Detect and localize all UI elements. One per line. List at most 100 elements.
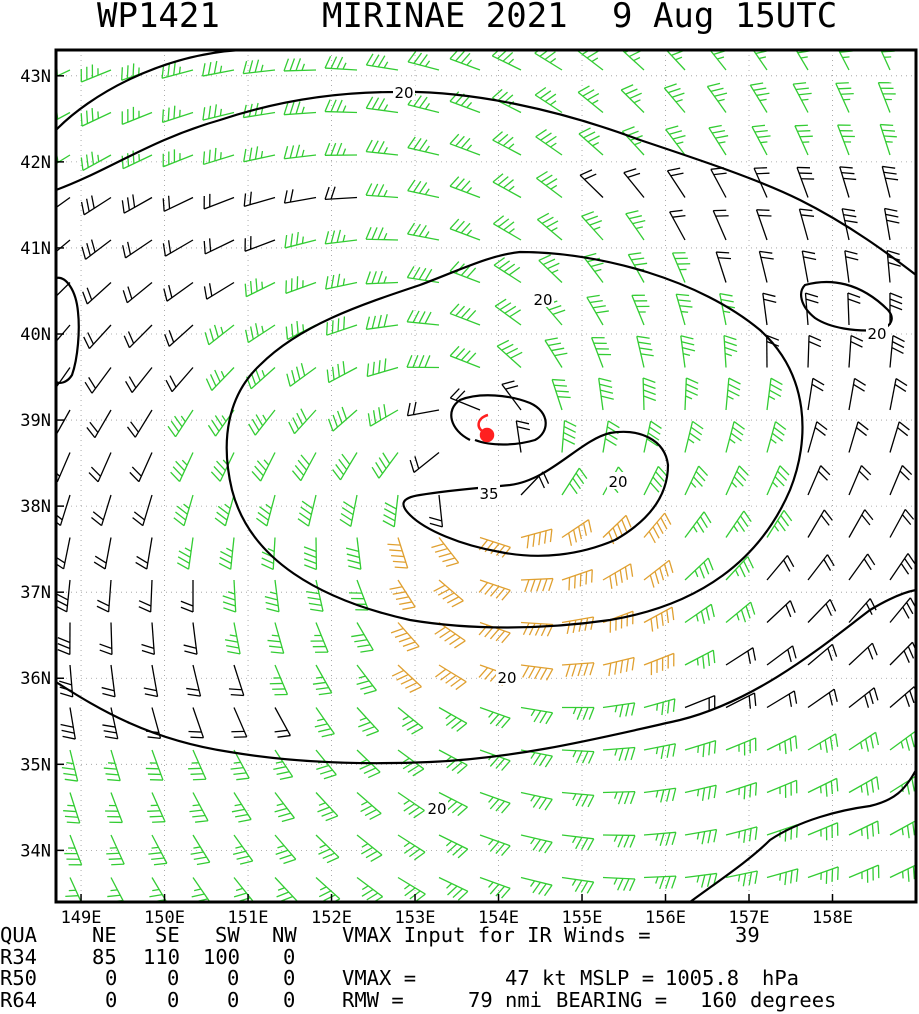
wind-barb: [602, 563, 634, 589]
wind-barb: [636, 335, 654, 368]
wind-barb: [583, 252, 604, 283]
wind-barb: [285, 276, 317, 294]
wind-barb: [643, 559, 674, 588]
wind-barb: [56, 494, 71, 527]
wind-barb: [561, 568, 593, 591]
wind-barb: [365, 226, 399, 241]
wind-barb: [163, 281, 194, 302]
wind-barb: [429, 494, 444, 528]
wind-barb: [60, 707, 76, 740]
wind-barb: [310, 622, 329, 653]
wind-barb: [345, 537, 362, 570]
wind-barb: [122, 239, 153, 259]
wind-barb: [798, 208, 815, 241]
wind-barb: [222, 579, 237, 613]
wind-barb: [189, 792, 209, 823]
wind-barb: [706, 82, 728, 113]
wind-barb: [752, 50, 769, 71]
wind-barb: [449, 388, 481, 411]
wind-barb: [684, 603, 715, 624]
wind-barb: [520, 749, 553, 768]
r64-se: 0: [167, 987, 180, 1012]
wind-barb: [186, 664, 202, 697]
vmax-input-value: 39: [735, 923, 760, 947]
wind-barb: [848, 553, 876, 581]
wind-barb: [332, 452, 358, 481]
wind-barb: [847, 292, 861, 326]
r50-nw: 0: [283, 966, 296, 990]
wind-barb: [244, 278, 276, 298]
wind-barb: [807, 688, 838, 709]
wind-barb: [598, 377, 614, 411]
wind-barb: [577, 50, 604, 71]
wind-barb: [365, 183, 399, 199]
wind-barb: [889, 730, 916, 751]
r50-sw: 0: [227, 966, 240, 990]
wind-barb: [283, 101, 317, 116]
wind-barb: [286, 362, 317, 387]
wind-barb: [83, 324, 112, 350]
wind-barb: [643, 512, 672, 544]
wind-barb: [561, 876, 595, 894]
wind-barb: [520, 528, 553, 549]
wind-barb: [848, 731, 879, 752]
wind-barb: [807, 334, 822, 368]
wind-barb: [642, 377, 657, 411]
wind-barb: [493, 215, 522, 241]
wind-barb: [82, 282, 112, 305]
wind-barb: [807, 866, 839, 884]
wind-barb: [325, 273, 358, 290]
wind-barb: [88, 452, 112, 483]
footer-row-r50: R50 0 0 0 0 VMAX = 47 kt MSLP = 1005.8 hPa: [0, 967, 799, 990]
footer-row-r64: R64 0 0 0 0 RMW = 79 nmi BEARING = 160 degrees: [0, 989, 836, 1012]
wind-barb: [161, 105, 194, 124]
wind-barb: [766, 690, 798, 709]
wind-barb: [365, 270, 399, 285]
wind-barb: [105, 792, 123, 824]
wind-barb: [536, 170, 563, 199]
wind-barb: [807, 777, 839, 797]
wind-barb: [161, 62, 194, 79]
wind-barb: [251, 452, 276, 482]
wind-barb: [56, 537, 71, 570]
wind-barb: [631, 294, 650, 326]
map-frame: [54, 48, 918, 904]
wind-barb: [449, 133, 481, 156]
wind-barb: [449, 176, 481, 199]
wind-barb: [210, 452, 235, 482]
wind-barb: [725, 781, 758, 800]
wind-barb: [879, 123, 897, 156]
wind-barb: [877, 82, 896, 113]
wind-radii-table: QUA NE SE SW NW VMAX Input for IR Winds = 39 R…: [0, 923, 919, 1014]
wind-barb: [725, 377, 741, 411]
wind-barb: [356, 664, 377, 695]
x-tick-label: 156E: [645, 908, 686, 924]
wind-barb: [520, 664, 554, 681]
vmax-value: 47: [505, 966, 530, 990]
wind-barb: [643, 698, 676, 716]
wind-barb: [795, 50, 811, 71]
wind-barb: [889, 508, 915, 538]
col-ne: NE: [92, 923, 117, 947]
wind-barb: [244, 323, 276, 344]
wind-barb: [248, 409, 276, 436]
wind-barb: [218, 537, 235, 570]
wind-barb: [723, 334, 738, 368]
wind-barb: [283, 144, 317, 160]
wind-barb: [848, 598, 877, 623]
wind-barb: [148, 834, 168, 866]
wind-barb: [515, 420, 531, 453]
storm-name: MIRINAE 2021: [322, 0, 568, 36]
wind-barb: [602, 790, 636, 805]
wind-barb: [125, 367, 153, 393]
r50-ne: 0: [105, 966, 118, 990]
wind-barb: [807, 509, 833, 538]
wind-barb: [684, 784, 717, 801]
wind-barb: [479, 876, 511, 899]
wind-barb: [397, 791, 425, 819]
wind-barb: [162, 239, 194, 257]
wind-barb: [578, 127, 604, 156]
wind-barb: [391, 664, 422, 693]
wind-barb: [274, 792, 295, 823]
